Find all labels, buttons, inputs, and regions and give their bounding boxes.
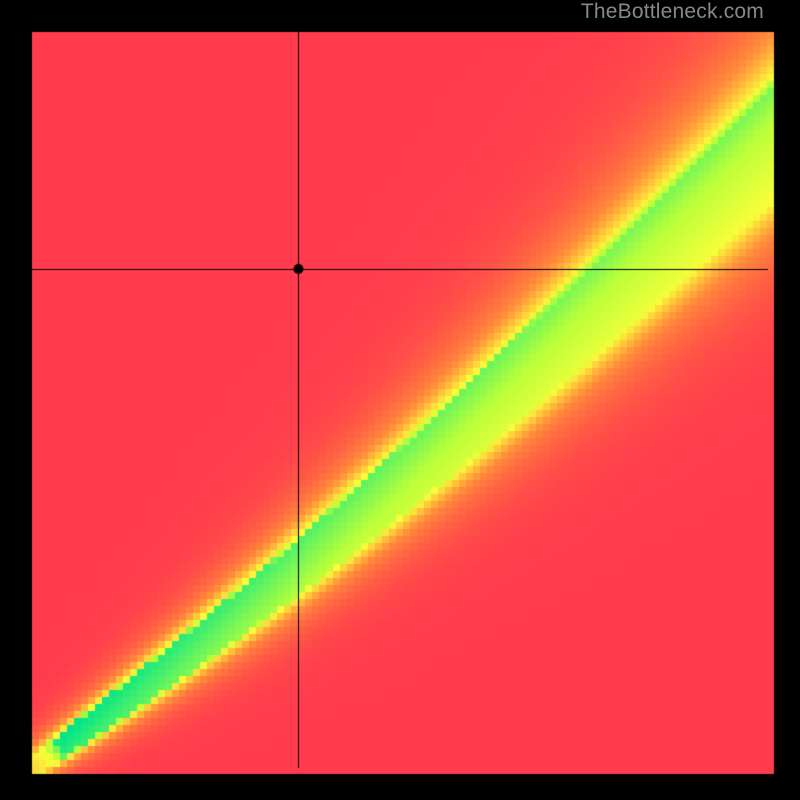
chart-container: TheBottleneck.com — [0, 0, 800, 800]
watermark-text: TheBottleneck.com — [581, 0, 764, 24]
heatmap-canvas — [0, 0, 800, 800]
